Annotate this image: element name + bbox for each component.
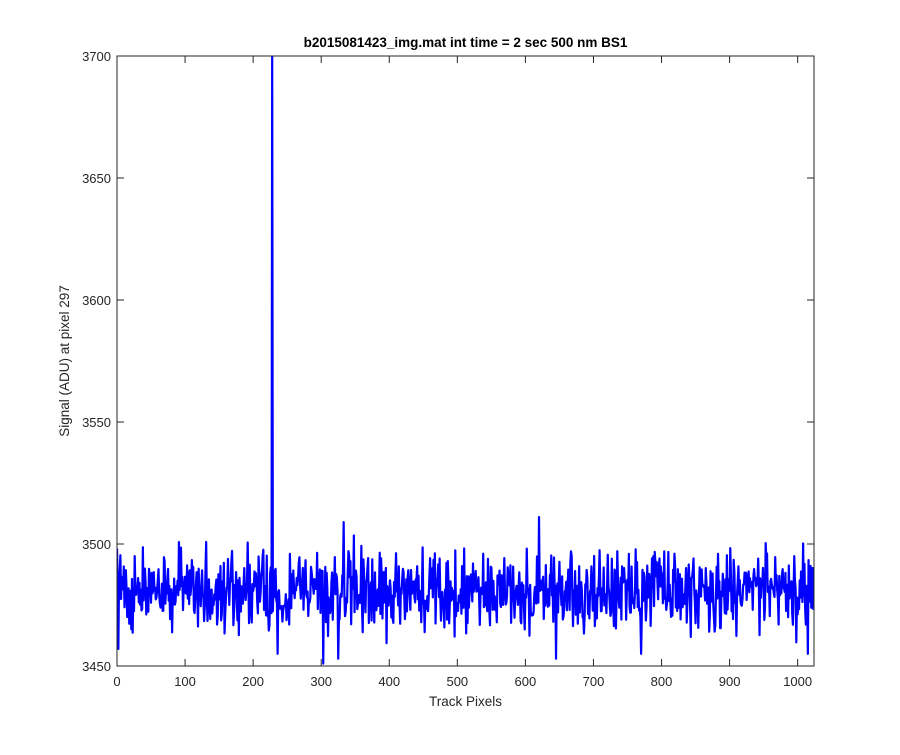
y-tick-label: 3600 xyxy=(82,293,111,308)
y-tick-label: 3700 xyxy=(82,49,111,64)
y-axis-title: Signal (ADU) at pixel 297 xyxy=(57,285,72,437)
x-tick-label: 900 xyxy=(719,674,741,689)
x-tick-label: 600 xyxy=(515,674,537,689)
signal-series-line xyxy=(117,56,814,665)
x-tick-label: 1000 xyxy=(783,674,812,689)
x-tick-label: 200 xyxy=(242,674,264,689)
x-tick-label: 400 xyxy=(378,674,400,689)
x-axis-title: Track Pixels xyxy=(429,694,502,709)
chart-title: b2015081423_img.mat int time = 2 sec 500… xyxy=(304,35,628,50)
x-tick-label: 700 xyxy=(583,674,605,689)
y-tick-label: 3500 xyxy=(82,537,111,552)
y-tick-label: 3650 xyxy=(82,171,111,186)
y-tick-label: 3550 xyxy=(82,415,111,430)
x-tick-label: 800 xyxy=(651,674,673,689)
x-tick-label: 300 xyxy=(310,674,332,689)
x-tick-label: 100 xyxy=(174,674,196,689)
axes-box xyxy=(116,55,815,667)
x-tick-label: 500 xyxy=(446,674,468,689)
y-tick-label: 3450 xyxy=(82,659,111,674)
x-tick-label: 0 xyxy=(113,674,120,689)
